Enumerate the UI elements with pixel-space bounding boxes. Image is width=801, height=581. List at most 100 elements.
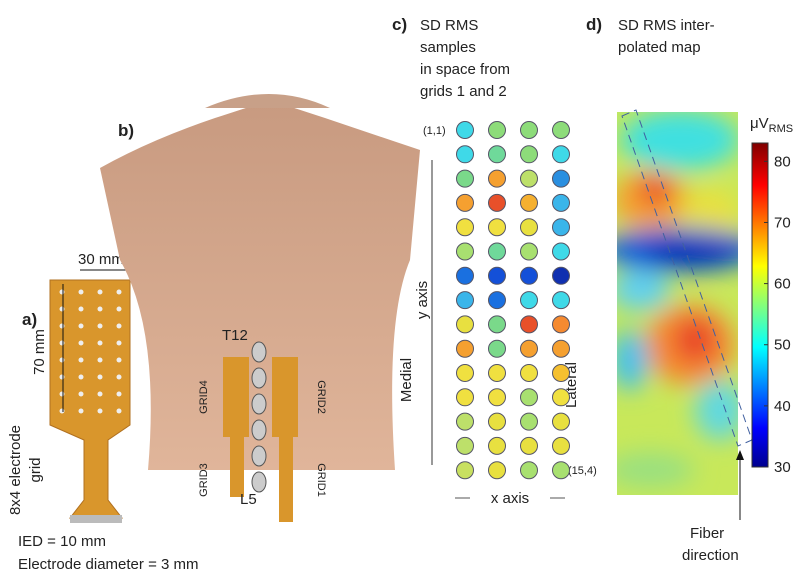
sample xyxy=(488,291,506,310)
unit-text: μV xyxy=(750,115,769,132)
electrode xyxy=(97,391,103,397)
sample xyxy=(488,242,506,261)
sample xyxy=(552,121,570,139)
sample xyxy=(552,364,570,382)
sample xyxy=(520,193,538,212)
y-axis-label: y axis xyxy=(414,281,431,319)
sample xyxy=(552,388,570,407)
electrode xyxy=(59,306,65,312)
electrode xyxy=(116,306,122,312)
electrode xyxy=(97,357,103,363)
sample xyxy=(520,169,538,188)
sample xyxy=(456,121,474,139)
vertebra xyxy=(251,471,267,493)
electrode xyxy=(116,391,122,397)
vertebra xyxy=(251,341,267,363)
title: SD RMS xyxy=(420,17,478,34)
electrode xyxy=(97,408,103,414)
electrode xyxy=(78,323,84,329)
sample xyxy=(552,169,570,188)
grid2 xyxy=(272,357,298,437)
sample xyxy=(520,145,538,164)
electrode xyxy=(97,340,103,346)
sample xyxy=(456,145,474,164)
sample xyxy=(456,266,474,285)
sample xyxy=(456,339,474,358)
connector xyxy=(70,515,122,523)
ied: IED = 10 mm xyxy=(18,533,106,550)
back xyxy=(100,100,420,470)
electrode xyxy=(78,289,84,295)
electrode xyxy=(97,306,103,312)
panel-c: c) SD RMS samples in space from grids 1 … xyxy=(392,15,597,507)
sample xyxy=(488,315,506,334)
width-label: 30 mm xyxy=(78,251,124,268)
sample xyxy=(520,315,538,334)
colorbar-tick-label: 30 xyxy=(774,459,791,476)
grid-label: GRID1 xyxy=(315,463,327,497)
electrode xyxy=(78,340,84,346)
t12: T12 xyxy=(222,327,248,344)
electrode-grid xyxy=(49,279,131,519)
sample xyxy=(456,193,474,212)
vertebra xyxy=(251,445,267,467)
colorbar xyxy=(751,142,769,468)
sample xyxy=(488,121,506,139)
colorbar-tick-label: 80 xyxy=(774,153,791,170)
panel-b: b) T12 L5 GRID4 GRID3 GRID2 GRID1 xyxy=(100,94,420,522)
electrode xyxy=(78,306,84,312)
sample xyxy=(456,436,474,455)
sample xyxy=(520,218,538,237)
sample xyxy=(488,412,506,431)
sample xyxy=(552,291,570,310)
panel-d: d) SD RMS inter- polated map Fiber direc… xyxy=(586,15,793,564)
electrode xyxy=(116,374,122,380)
index: (15,4) xyxy=(568,465,597,477)
sample xyxy=(520,388,538,407)
caption: grid xyxy=(27,457,44,482)
vertebra xyxy=(251,367,267,389)
heat-map xyxy=(617,112,738,495)
grid-label: GRID3 xyxy=(198,463,210,497)
sample xyxy=(552,339,570,358)
sample xyxy=(488,193,506,212)
electrode xyxy=(78,391,84,397)
electrode xyxy=(78,374,84,380)
vertebra xyxy=(251,393,267,415)
sample xyxy=(552,412,570,431)
sample xyxy=(456,291,474,310)
sample xyxy=(456,169,474,188)
sample xyxy=(520,364,538,382)
sample xyxy=(488,436,506,455)
sample xyxy=(520,242,538,261)
sample xyxy=(488,388,506,407)
l5: L5 xyxy=(240,491,257,508)
panel-label: b) xyxy=(118,121,134,140)
electrode xyxy=(59,374,65,380)
sample xyxy=(552,193,570,212)
grid4 xyxy=(223,357,249,437)
sample xyxy=(552,145,570,164)
sample xyxy=(456,242,474,261)
height-label: 70 mm xyxy=(31,329,48,375)
sample xyxy=(552,242,570,261)
sample xyxy=(488,169,506,188)
electrode-dots xyxy=(59,289,122,414)
fiber: Fiber xyxy=(690,525,724,542)
sample xyxy=(488,339,506,358)
sample xyxy=(456,412,474,431)
title: samples xyxy=(420,39,476,56)
electrode xyxy=(59,289,65,295)
sample xyxy=(520,339,538,358)
sample xyxy=(456,388,474,407)
caption: 8x4 electrode xyxy=(7,425,24,515)
panel-label: d) xyxy=(586,15,602,34)
electrode xyxy=(78,408,84,414)
electrode xyxy=(59,408,65,414)
sample xyxy=(520,266,538,285)
x-axis-label: x axis xyxy=(491,490,529,507)
colorbar-tick-label: 60 xyxy=(774,276,791,293)
electrode xyxy=(116,357,122,363)
neck xyxy=(205,94,330,108)
